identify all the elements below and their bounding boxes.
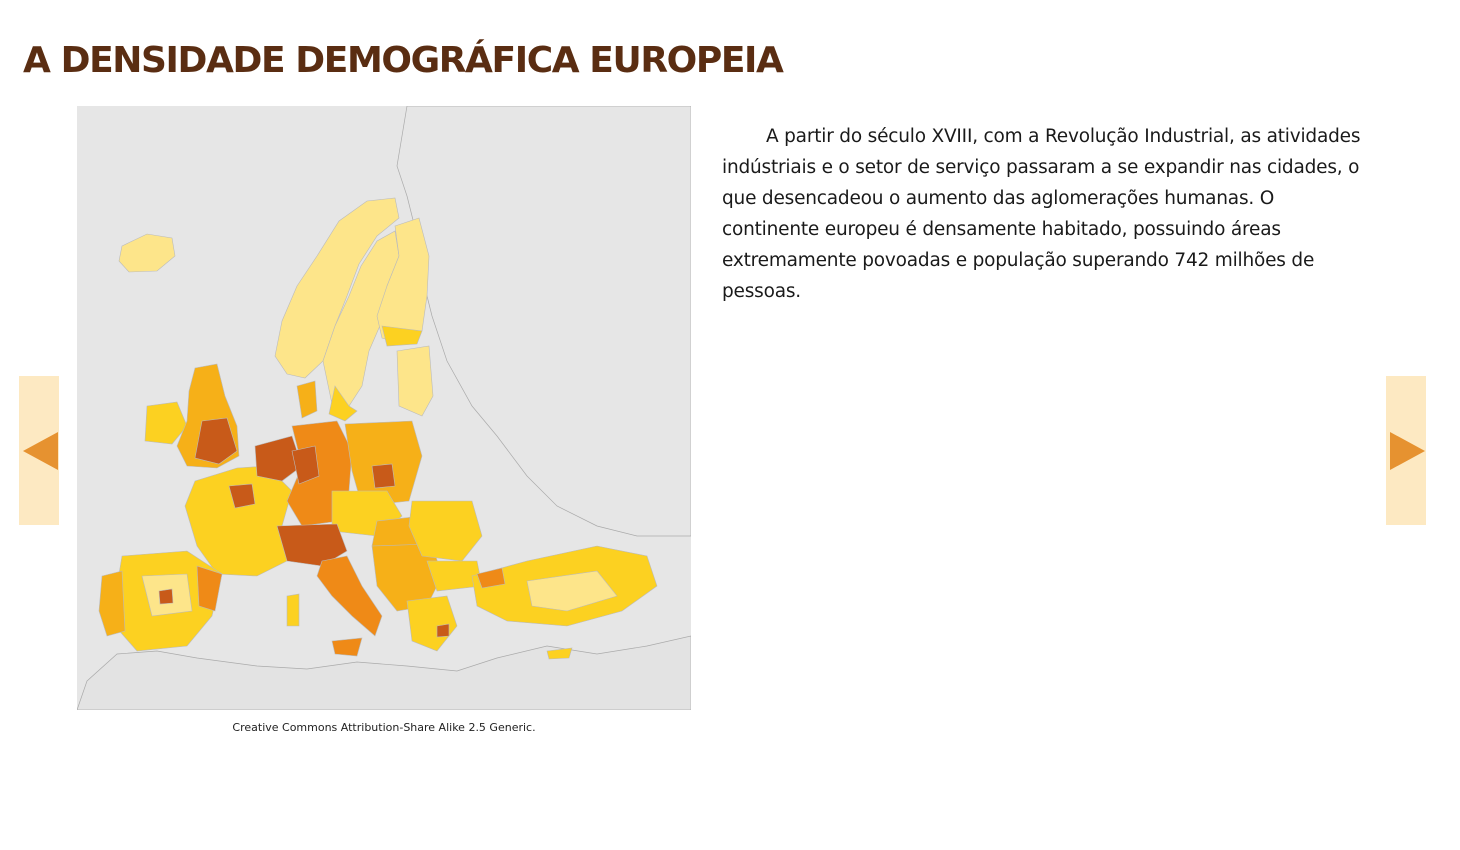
ireland — [144, 401, 188, 445]
benelux — [254, 435, 303, 482]
cyprus — [546, 647, 573, 660]
france-paris — [228, 483, 256, 509]
sweden-south — [328, 385, 358, 422]
intro-paragraph: A partir do século XVIII, com a Revoluçã… — [722, 126, 1361, 302]
portugal — [98, 570, 126, 637]
previous-button[interactable] — [19, 376, 59, 525]
athens — [436, 623, 450, 638]
denmark — [296, 380, 318, 419]
baltics — [396, 345, 434, 417]
poland-silesia — [371, 463, 396, 489]
poland — [344, 420, 423, 507]
sardinia — [286, 593, 300, 627]
next-button[interactable] — [1386, 376, 1426, 525]
italy — [316, 555, 383, 637]
europe-density-map — [77, 106, 691, 710]
germany-ruhr — [291, 445, 320, 485]
page-title: A DENSIDADE DEMOGRÁFICA EUROPEIA — [23, 40, 784, 81]
greece — [406, 595, 458, 652]
finland-south — [381, 325, 423, 347]
england-dense — [194, 417, 238, 465]
turkey-plateau — [526, 570, 618, 612]
spain-east-coast — [196, 565, 223, 612]
romania — [408, 500, 483, 562]
russia-land — [396, 106, 691, 537]
arrow-right-icon — [1390, 432, 1425, 470]
norway — [274, 197, 400, 379]
map-caption: Creative Commons Attribution-Share Alike… — [232, 721, 536, 734]
sicily — [331, 637, 363, 657]
iceland — [118, 233, 176, 273]
spain-madrid — [158, 588, 174, 605]
france — [184, 465, 293, 577]
istanbul — [476, 567, 506, 589]
arrow-left-icon — [23, 432, 58, 470]
map-graphic — [77, 106, 691, 710]
north-africa-land — [77, 635, 691, 710]
